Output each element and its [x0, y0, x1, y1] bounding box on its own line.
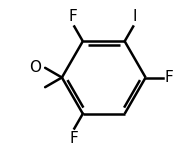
Text: O: O: [29, 60, 41, 75]
Text: F: F: [165, 70, 173, 85]
Text: F: F: [68, 9, 77, 24]
Text: F: F: [70, 131, 79, 146]
Text: I: I: [132, 9, 137, 24]
